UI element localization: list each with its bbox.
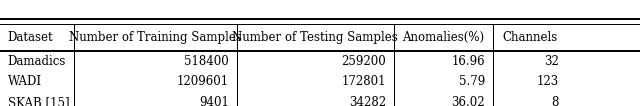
Text: 1209601: 1209601 [177, 75, 229, 88]
Text: 518400: 518400 [184, 55, 229, 68]
Text: 259200: 259200 [341, 55, 386, 68]
Text: 32: 32 [544, 55, 559, 68]
Text: 9401: 9401 [199, 96, 229, 106]
Text: SKAB [15]: SKAB [15] [8, 96, 69, 106]
Text: Number of Training Samples: Number of Training Samples [68, 31, 242, 44]
Text: 172801: 172801 [341, 75, 386, 88]
Text: 123: 123 [536, 75, 559, 88]
Text: WADI: WADI [8, 75, 42, 88]
Text: 16.96: 16.96 [451, 55, 485, 68]
Text: 36.02: 36.02 [451, 96, 485, 106]
Text: 34282: 34282 [349, 96, 386, 106]
Text: Number of Testing Samples: Number of Testing Samples [232, 31, 398, 44]
Text: 5.79: 5.79 [459, 75, 485, 88]
Text: Dataset: Dataset [8, 31, 53, 44]
Text: Anomalies(%): Anomalies(%) [402, 31, 484, 44]
Text: Channels: Channels [502, 31, 557, 44]
Text: Damadics: Damadics [8, 55, 66, 68]
Text: 8: 8 [551, 96, 559, 106]
